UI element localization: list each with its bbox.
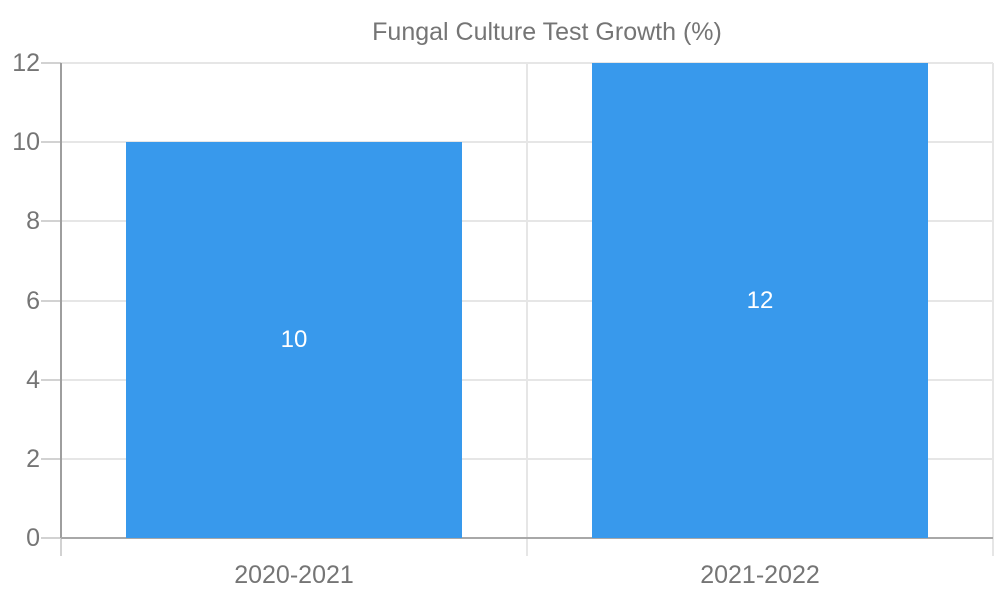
- y-tick: [41, 141, 61, 144]
- legend-label: Fungal Culture Test Growth (%): [372, 18, 722, 46]
- legend-swatch-icon: [278, 23, 358, 41]
- y-tick-label: 2: [26, 444, 40, 473]
- y-tick-label: 0: [26, 524, 40, 552]
- y-tick: [41, 457, 61, 460]
- bar[interactable]: [126, 142, 462, 538]
- x-axis-label: 2020-2021: [234, 561, 354, 589]
- y-tick: [41, 220, 61, 223]
- y-tick-label: 10: [12, 128, 40, 157]
- bar[interactable]: [592, 63, 928, 538]
- y-tick: [41, 62, 61, 64]
- x-gridline: [992, 63, 994, 556]
- y-tick: [41, 537, 61, 539]
- x-gridline: [526, 63, 528, 556]
- y-tick-label: 4: [26, 365, 40, 394]
- y-tick-label: 12: [12, 49, 40, 77]
- legend[interactable]: Fungal Culture Test Growth (%): [0, 16, 1000, 48]
- y-axis-line: [60, 63, 62, 538]
- plot-area: 0 2 4 6 8 10 12 10 2020-2021 12 2021-2022: [12, 49, 994, 589]
- y-tick: [41, 378, 61, 381]
- y-tick-label: 6: [26, 286, 40, 315]
- x-axis-line: [61, 537, 993, 539]
- bar-value-label: 10: [280, 326, 308, 354]
- y-tick: [41, 299, 61, 302]
- x-axis-label: 2021-2022: [700, 561, 820, 589]
- x-axis-bottom-tick: [60, 538, 62, 556]
- bar-value-label: 12: [746, 286, 774, 314]
- y-tick-label: 8: [26, 207, 40, 236]
